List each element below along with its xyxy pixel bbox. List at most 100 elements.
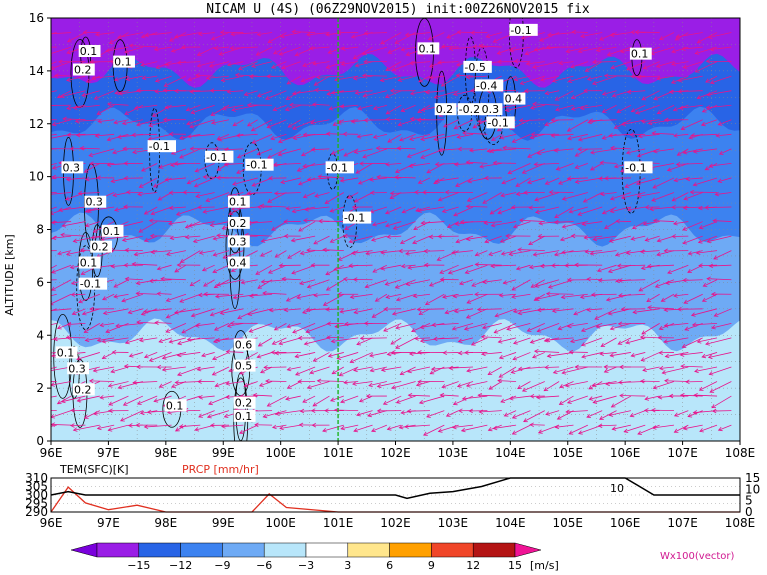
vector-head — [100, 236, 106, 242]
vector-head — [42, 33, 46, 37]
vector-head — [96, 337, 102, 343]
vector-head — [225, 381, 231, 386]
vector-arrow — [275, 250, 287, 258]
vector-head — [577, 48, 583, 54]
colorbar-units: [m/s] — [530, 559, 559, 572]
vector-head — [470, 341, 476, 346]
vector-head — [226, 62, 232, 67]
vector-head — [651, 197, 656, 202]
vector-arrow — [649, 206, 675, 210]
vector-head — [417, 379, 422, 384]
vector-head — [577, 137, 583, 142]
vector-arrow — [518, 366, 545, 370]
vector-head — [671, 61, 676, 67]
vector-arrow — [51, 206, 57, 210]
vector-head — [673, 412, 679, 417]
vector-head — [89, 59, 94, 65]
vector-arrow — [553, 366, 574, 374]
vector-head — [267, 269, 273, 274]
vector-arrow — [495, 308, 517, 317]
vector-head — [232, 122, 238, 127]
vector-arrow — [267, 119, 287, 128]
vector-head — [82, 30, 88, 35]
vector-head — [494, 313, 500, 318]
vector-arrow — [674, 424, 689, 433]
vector-head — [210, 120, 216, 125]
vector-head — [442, 294, 447, 299]
vector-head — [135, 291, 141, 296]
vector-arrow — [418, 308, 431, 315]
vector-arrow — [235, 74, 258, 77]
vector-head — [177, 371, 182, 377]
vector-arrow — [51, 133, 57, 136]
surface-x-ticks: 96E 97E 98E 99E 100E 101E 102E 103E 104E 105E 106E… — [40, 516, 756, 530]
vector-head — [97, 118, 103, 124]
vector-head — [618, 293, 623, 298]
vector-head — [398, 424, 404, 430]
vector-arrow — [386, 293, 402, 298]
vector-head — [291, 270, 296, 275]
vector-head — [260, 238, 266, 243]
vector-head — [239, 370, 245, 375]
vector-arrow — [66, 104, 86, 110]
vector-arrow — [187, 133, 215, 138]
vector-arrow — [316, 75, 344, 78]
vector-head — [46, 104, 50, 108]
vector-arrow — [530, 337, 545, 343]
vector-arrow — [593, 235, 617, 240]
vector-arrow — [711, 395, 732, 409]
vector-head — [243, 91, 249, 97]
surface-x-tick-label: 101E — [323, 516, 354, 530]
vector-arrow — [224, 148, 244, 151]
vector-head — [482, 199, 488, 204]
vector-arrow — [659, 366, 675, 369]
vector-arrow — [357, 104, 373, 110]
vector-head — [561, 370, 567, 375]
vector-head — [610, 145, 615, 151]
vector-arrow — [215, 293, 244, 298]
vector-arrow — [499, 352, 517, 359]
vector-head — [110, 368, 116, 374]
vector-head — [664, 280, 670, 285]
vector-arrow — [299, 279, 316, 285]
vector-arrow — [567, 119, 589, 132]
vector-head — [687, 413, 693, 418]
vector-arrow — [337, 119, 359, 124]
vector-arrow — [57, 395, 72, 405]
vector-arrow — [616, 104, 632, 113]
vector-arrow — [438, 61, 459, 63]
vector-head — [544, 365, 549, 370]
vector-head — [594, 315, 600, 320]
vector-arrow — [129, 352, 143, 357]
vector-head — [679, 352, 685, 357]
vector-arrow — [674, 177, 689, 182]
vector-head — [667, 269, 672, 274]
vector-head — [66, 105, 71, 111]
vector-arrow — [683, 293, 703, 304]
vector-arrow — [373, 104, 387, 110]
vector-arrow — [417, 104, 431, 113]
vector-head — [216, 233, 221, 238]
vector-head — [304, 207, 309, 212]
vector-arrow — [466, 75, 488, 78]
vector-head — [286, 80, 292, 85]
vector-arrow — [307, 279, 330, 288]
vector-arrow — [304, 337, 330, 345]
contour-label: 0.1 — [166, 399, 184, 412]
vector-head — [268, 175, 273, 181]
vector-arrow — [256, 46, 273, 56]
vector-arrow — [97, 337, 115, 341]
vector-head — [116, 134, 122, 139]
vector-arrow — [532, 103, 560, 106]
vector-head — [127, 423, 133, 428]
vector-head — [391, 67, 397, 72]
vector-arrow — [326, 279, 345, 291]
vector-arrow — [457, 381, 474, 387]
vector-arrow — [314, 75, 330, 86]
vector-head — [389, 191, 395, 196]
vector-head — [174, 268, 180, 273]
vector-head — [618, 380, 623, 385]
vector-arrow — [143, 308, 172, 312]
vector-head — [498, 373, 504, 378]
vector-head — [685, 176, 691, 182]
